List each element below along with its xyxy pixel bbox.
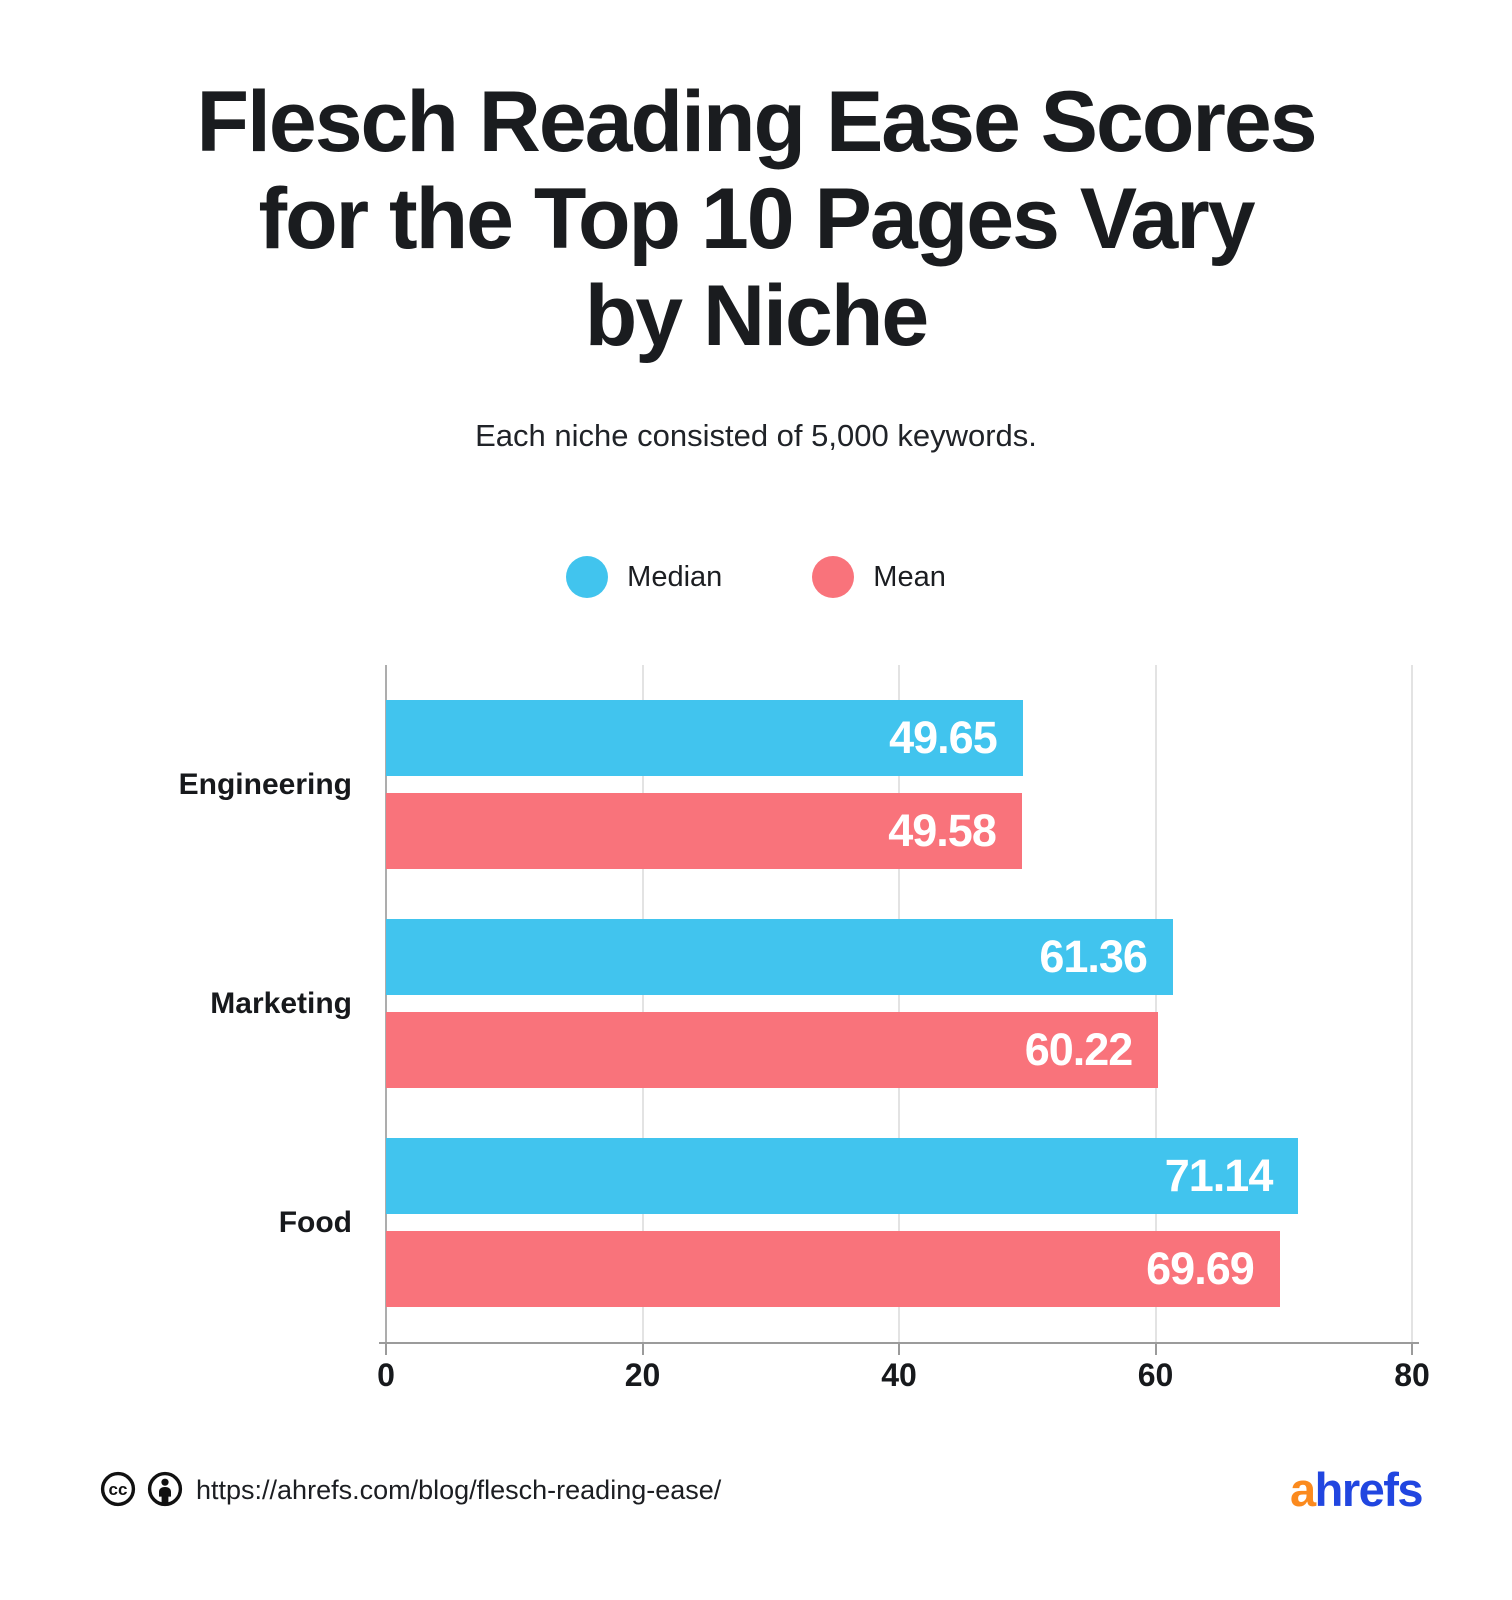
value-label-median-marketing: 61.36: [1039, 931, 1148, 982]
x-axis-tick-40: [898, 1342, 900, 1355]
chart-legend: Median Mean: [0, 556, 1512, 598]
x-axis-tick-20: [641, 1342, 644, 1355]
chart-title: Flesch Reading Ease Scores for the Top 1…: [0, 74, 1512, 365]
chart-title-line-1: Flesch Reading Ease Scores: [196, 74, 1317, 170]
category-label-engineering: Engineering: [178, 767, 352, 801]
bar-mean-engineering: 49.58: [386, 793, 1022, 869]
legend-item-mean: Mean: [812, 556, 946, 598]
legend-label-median: Median: [627, 560, 723, 593]
ahrefs-logo-hrefs: hrefs: [1314, 1463, 1424, 1516]
gridline-60: [1154, 665, 1157, 1342]
ahrefs-logo-a: a: [1290, 1463, 1316, 1516]
value-label-mean-food: 69.69: [1146, 1243, 1255, 1294]
chart-title-line-3: by Niche: [584, 268, 929, 364]
x-tick-label-0: 0: [377, 1357, 395, 1393]
x-tick-label-80: 80: [1394, 1357, 1430, 1393]
mean-color-dot-icon: [812, 556, 855, 598]
bar-mean-marketing: 60.22: [386, 1012, 1159, 1088]
gridline-40: [898, 665, 900, 1342]
category-label-marketing: Marketing: [210, 986, 352, 1020]
legend-label-mean: Mean: [873, 560, 946, 593]
bar-median-marketing: 61.36: [386, 919, 1173, 995]
gridline-20: [641, 665, 644, 1342]
x-tick-label-20: 20: [624, 1357, 661, 1393]
gridline-0: [385, 665, 387, 1342]
x-axis-tick-80: [1411, 1342, 1413, 1355]
category-label-food: Food: [278, 1205, 352, 1239]
license-icons: cc: [100, 1471, 183, 1507]
value-label-median-engineering: 49.65: [889, 712, 998, 763]
source-url: https://ahrefs.com/blog/flesch-reading-e…: [196, 1475, 722, 1505]
bar-mean-food: 69.69: [386, 1231, 1280, 1307]
ahrefs-logo: ahrefs: [1290, 1462, 1424, 1517]
value-label-median-food: 71.14: [1164, 1150, 1274, 1201]
bar-median-engineering: 49.65: [386, 700, 1023, 776]
attribution-icon: [147, 1471, 183, 1507]
value-label-mean-marketing: 60.22: [1024, 1024, 1134, 1075]
cc-icon: cc: [100, 1471, 136, 1507]
svg-text:cc: cc: [109, 1480, 128, 1499]
x-axis-tick-0: [385, 1342, 387, 1355]
chart-subtitle: Each niche consisted of 5,000 keywords.: [475, 418, 1037, 453]
x-tick-label-40: 40: [881, 1357, 917, 1393]
x-axis-tick-60: [1154, 1342, 1157, 1355]
value-label-mean-engineering: 49.58: [888, 805, 997, 856]
median-color-dot-icon: [566, 556, 609, 598]
gridline-80: [1411, 665, 1413, 1342]
chart-title-line-2: for the Top 10 Pages Vary: [258, 171, 1255, 267]
x-tick-label-60: 60: [1137, 1357, 1174, 1393]
x-axis-line: [379, 1342, 1419, 1344]
legend-item-median: Median: [566, 556, 722, 598]
bar-median-food: 71.14: [386, 1138, 1299, 1214]
